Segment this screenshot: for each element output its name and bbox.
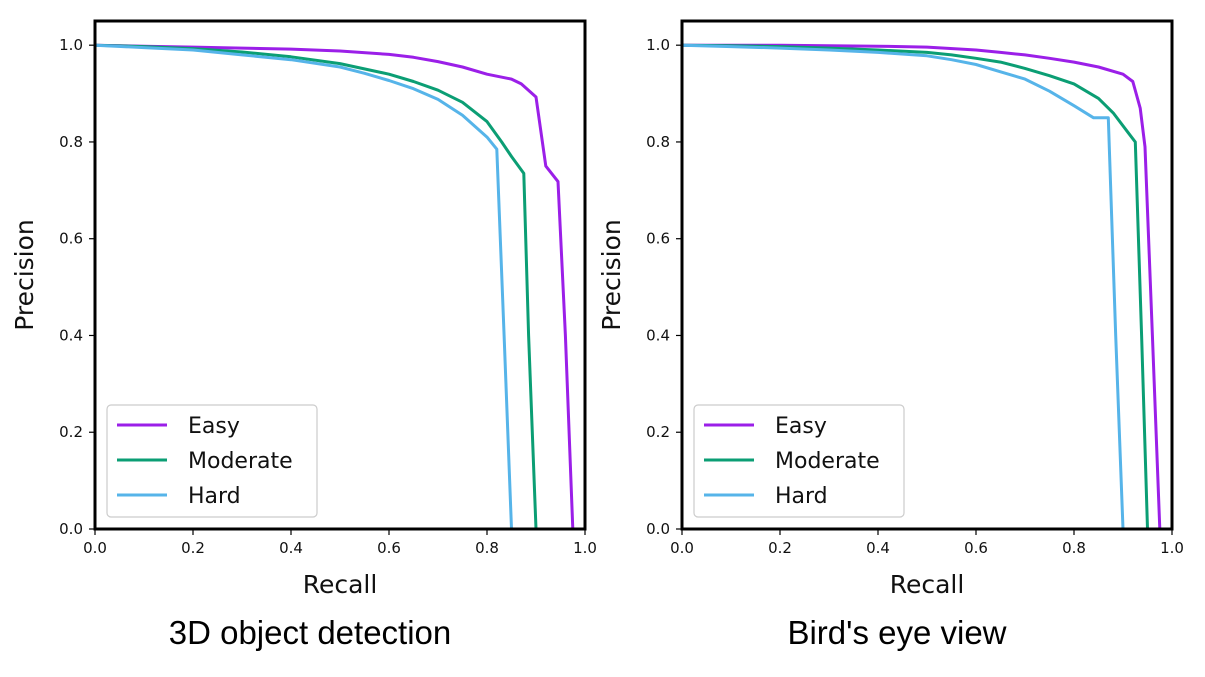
panel-0-legend-label-easy: Easy: [188, 414, 240, 439]
panel-0-y-tick-label: 0.6: [59, 230, 83, 248]
panel-0-y-tick-label: 0.0: [59, 520, 83, 538]
panel-0-legend-label-moderate: Moderate: [188, 449, 293, 474]
panel-0-legend-label-hard: Hard: [188, 484, 241, 509]
panel-0-legend-box: [106, 404, 318, 518]
panel-1-legend-label-hard: Hard: [775, 484, 828, 509]
panel-1-y-tick-label: 0.4: [646, 326, 670, 344]
panel-1-y-tick-label: 0.6: [646, 230, 670, 248]
panel-0-y-tick-label: 0.4: [59, 326, 83, 344]
panel-1-legend: Easy Moderate Hard: [693, 404, 905, 518]
panel-1-series-easy-line: [682, 43, 1172, 531]
panel-0-x-axis-label: Recall: [303, 570, 378, 599]
panel-0-y-tick-label: 1.0: [59, 36, 83, 54]
panel-1-x-tick-label: 0.4: [866, 539, 890, 557]
panel-0-series-moderate-line: [94, 43, 585, 531]
panel-1-x-tick-label: 0.6: [964, 539, 988, 557]
panel-0-series-hard-line: [94, 43, 585, 531]
panel-1-x-tick-label: 0.2: [768, 539, 792, 557]
chart-3d-object-detection: 0.0 0.2 0.4 0.6 0.8 1.0 0.0 0.2 0.4 0.6 0.8 1.0 Reca…: [10, 19, 597, 651]
panel-0-x-tick-label: 0.2: [181, 539, 205, 557]
panel-0-series-easy-line: [94, 43, 585, 531]
panel-0-legend: Easy Moderate Hard: [106, 404, 318, 518]
panel-1-plot-frame: [680, 19, 1174, 531]
panel-1-y-tick-label: 0.2: [646, 423, 670, 441]
panel-1-legend-label-moderate: Moderate: [775, 449, 880, 474]
panel-1-legend-box: [693, 404, 905, 518]
panel-0-y-axis-label: Precision: [10, 219, 39, 331]
panel-0-y-tick-label: 0.8: [59, 133, 83, 151]
panel-1-y-tick-label: 0.8: [646, 133, 670, 151]
panel-0-y-tick-label: 0.2: [59, 423, 83, 441]
panel-0-caption: 3D object detection: [169, 614, 452, 651]
panel-0-x-tick-label: 0.4: [279, 539, 303, 557]
panel-1-y-axis-label: Precision: [597, 219, 626, 331]
panel-1-y-tick-label: 0.0: [646, 520, 670, 538]
panel-1-series-hard-line: [681, 43, 1172, 531]
panel-1-x-axis-label: Recall: [890, 570, 965, 599]
panel-0-plot-frame: [93, 19, 587, 531]
panel-1-caption: Bird's eye view: [787, 614, 1006, 651]
panel-1-x-tick-label: 0.0: [670, 539, 694, 557]
panel-0-x-tick-label: 0.8: [475, 539, 499, 557]
panel-0-x-tick-label: 1.0: [573, 539, 597, 557]
panel-1-x-tick-label: 0.8: [1062, 539, 1086, 557]
panel-0-x-tick-label: 0.6: [377, 539, 401, 557]
panel-1-x-tick-label: 1.0: [1160, 539, 1184, 557]
chart-birds-eye-view: 0.0 0.2 0.4 0.6 0.8 1.0 0.0 0.2 0.4 0.6 0.8 1.0 Reca…: [597, 19, 1184, 651]
panel-1-series-moderate-line: [681, 43, 1172, 531]
panel-1-y-tick-label: 1.0: [646, 36, 670, 54]
panel-0-x-tick-label: 0.0: [83, 539, 107, 557]
panel-1-legend-label-easy: Easy: [775, 414, 827, 439]
